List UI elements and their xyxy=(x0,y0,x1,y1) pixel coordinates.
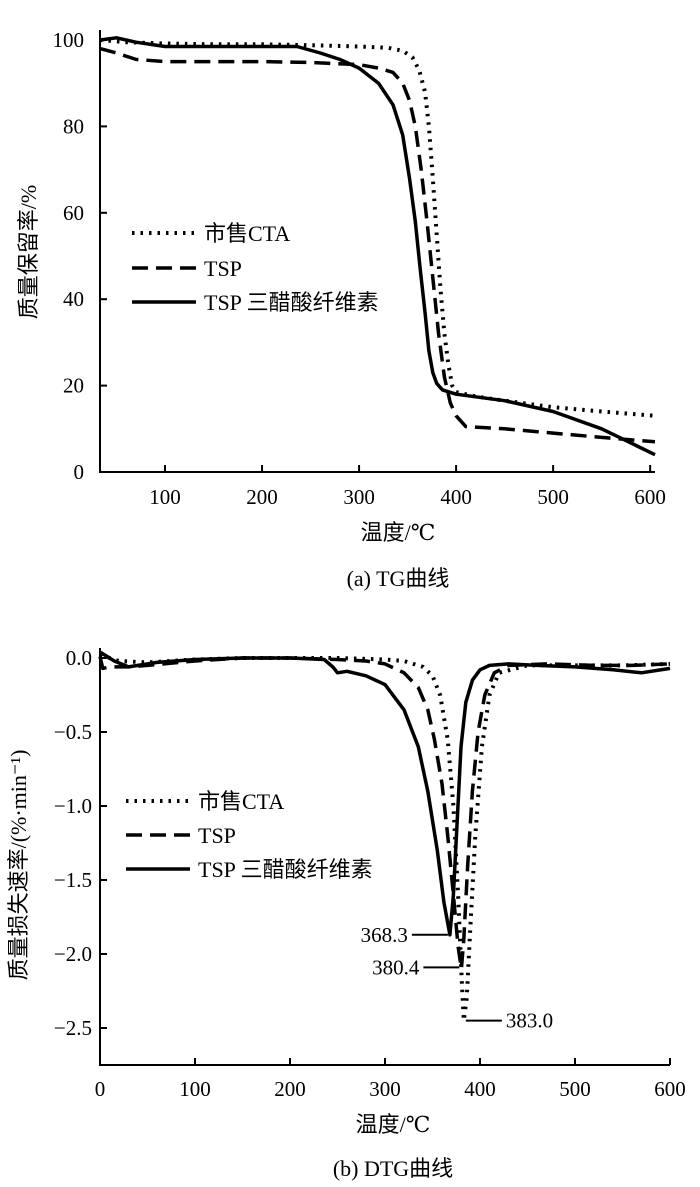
tg-axes-frame xyxy=(99,30,655,473)
dtg-y-tick-label: −2.5 xyxy=(54,1016,92,1040)
dtg-x-axis-label: 温度/℃ xyxy=(356,1112,431,1137)
dtg-peak-label-2: 383.0 xyxy=(506,1009,553,1033)
dtg-legend: 市售CTA TSP TSP 三醋酸纤维素 xyxy=(126,789,373,882)
tg-x-tick-label: 500 xyxy=(537,485,569,509)
tg-y-tick-label: 80 xyxy=(63,114,84,138)
dtg-series-group xyxy=(98,650,671,1023)
tg-legend: 市售CTA TSP TSP 三醋酸纤维素 xyxy=(132,221,379,315)
tg-x-tick-label: 300 xyxy=(343,485,375,509)
tg-series-line-2 xyxy=(99,36,656,457)
tg-series-group xyxy=(99,36,656,457)
tg-legend-label-tsp: TSP xyxy=(204,256,242,281)
tg-caption: (a) TG曲线 xyxy=(347,566,450,591)
tg-x-axis-label: 温度/℃ xyxy=(361,520,436,545)
tg-x-tick-label: 100 xyxy=(149,485,181,509)
dtg-y-tick-label: −2.0 xyxy=(54,942,92,966)
dtg-y-tick-label: −1.5 xyxy=(54,868,92,892)
dtg-x-tick-label: 100 xyxy=(179,1077,211,1101)
tg-y-tick-label: 0 xyxy=(74,460,85,484)
tg-legend-label-cta: 市售CTA xyxy=(204,221,290,246)
dtg-x-tick-label: 400 xyxy=(464,1077,496,1101)
tg-panel: 100 200 300 400 500 600 0 20 40 60 80 100 温度/℃ 质量保留… xyxy=(16,28,666,591)
tg-y-tick-label: 40 xyxy=(63,287,84,311)
tg-ticks-group: 100 200 300 400 500 600 0 20 40 60 80 100 xyxy=(53,28,666,509)
dtg-x-tick-label: 200 xyxy=(274,1077,306,1101)
dtg-y-axis-label: 质量损失速率/(%·min⁻¹) xyxy=(6,750,31,981)
dtg-x-tick-label: 300 xyxy=(369,1077,401,1101)
dtg-x-tick-label: 500 xyxy=(559,1077,591,1101)
tg-x-tick-label: 400 xyxy=(440,485,472,509)
tg-y-tick-label: 20 xyxy=(63,374,84,398)
tg-y-axis-label: 质量保留率/% xyxy=(16,185,41,319)
dtg-legend-label-tsp: TSP xyxy=(198,823,236,848)
dtg-series-line-2 xyxy=(99,650,671,937)
tg-legend-label-tsp-triacetate: TSP 三醋酸纤维素 xyxy=(204,290,379,315)
tg-series-line-1 xyxy=(99,46,656,444)
dtg-peak-label-1: 380.4 xyxy=(372,955,420,979)
tg-x-tick-label: 600 xyxy=(634,485,666,509)
dtg-caption: (b) DTG曲线 xyxy=(333,1156,453,1181)
tg-y-tick-label: 60 xyxy=(63,201,84,225)
dtg-axes-frame xyxy=(99,648,670,1066)
dtg-panel: 0 100 200 300 400 500 600 0.0 −0.5 −1.0 −1.5 −2.0 −2… xyxy=(6,646,686,1181)
dtg-x-tick-label: 0 xyxy=(95,1077,106,1101)
dtg-peak-annotations: 368.3 380.4 383.0 xyxy=(361,923,553,1033)
dtg-legend-label-cta: 市售CTA xyxy=(198,789,284,814)
dtg-y-tick-label: 0.0 xyxy=(66,646,92,670)
tg-series-line-0 xyxy=(99,38,656,418)
dtg-peak-label-0: 368.3 xyxy=(361,923,408,947)
dtg-ticks-group: 0 100 200 300 400 500 600 0.0 −0.5 −1.0 −1.5 −2.0 −2… xyxy=(54,646,686,1101)
dtg-y-tick-label: −1.0 xyxy=(54,794,92,818)
dtg-legend-label-tsp-triacetate: TSP 三醋酸纤维素 xyxy=(198,857,373,882)
tg-y-tick-label: 100 xyxy=(53,28,85,52)
dtg-y-tick-label: −0.5 xyxy=(54,720,92,744)
tg-x-tick-label: 200 xyxy=(246,485,278,509)
dtg-x-tick-label: 600 xyxy=(654,1077,686,1101)
